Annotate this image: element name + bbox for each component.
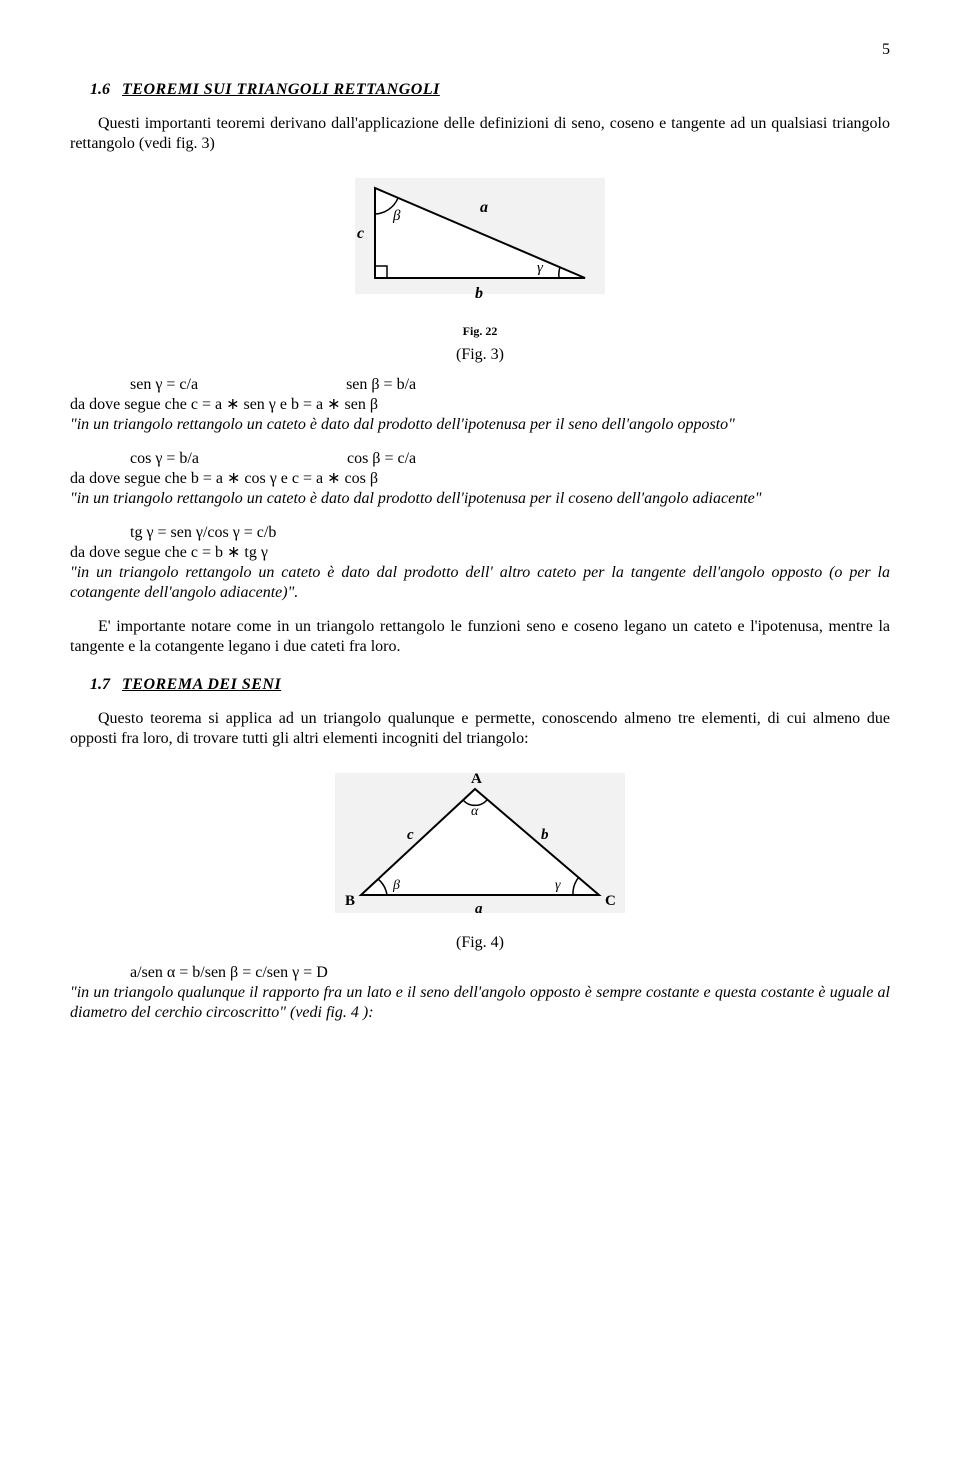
fig3-label-c: c <box>357 225 364 242</box>
section-1-6-header: 1.6 TEOREMI SUI TRIANGOLI RETTANGOLI <box>90 80 890 100</box>
cos-ratios: cos γ = b/a cos β = c/a <box>130 449 890 469</box>
section-1-6-number: 1.6 <box>90 81 110 98</box>
fig4-label-A: A <box>471 771 482 787</box>
fig4-label-alpha: α <box>471 804 479 819</box>
sin-ratios: sen γ = c/a sen β = b/a <box>130 375 890 395</box>
tan-ratio-1: tg γ = sen γ/cos γ = c/b <box>130 524 276 541</box>
fig4-label-gamma: γ <box>555 878 561 893</box>
tan-ratios: tg γ = sen γ/cos γ = c/b <box>130 523 890 543</box>
page-number: 5 <box>70 40 890 60</box>
figure-4-svg: A B C a b c α β γ <box>315 767 645 927</box>
figure-3: a b c β γ Fig. 22 <box>70 172 890 339</box>
section-1-6-title: TEOREMI SUI TRIANGOLI RETTANGOLI <box>122 81 440 98</box>
tan-derived: da dove segue che c = b ∗ tg γ <box>70 543 890 563</box>
fig3-label-b: b <box>475 285 483 302</box>
sin-ratio-2: sen β = b/a <box>346 376 416 393</box>
sines-quote: "in un triangolo qualunque il rapporto f… <box>70 983 890 1023</box>
figure-4: A B C a b c α β γ <box>70 767 890 927</box>
sines-formula: a/sen α = b/sen β = c/sen γ = D <box>130 963 890 983</box>
fig4-label-c: c <box>407 827 414 843</box>
sin-quote: "in un triangolo rettangolo un cateto è … <box>70 415 890 435</box>
fig3-label-a: a <box>480 199 488 216</box>
figure-4-caption: (Fig. 4) <box>70 933 890 953</box>
fig3-label-beta: β <box>392 208 401 224</box>
sin-ratio-1: sen γ = c/a <box>130 376 198 393</box>
section-1-6-note: E' importante notare come in un triangol… <box>70 617 890 657</box>
cos-derived: da dove segue che b = a ∗ cos γ e c = a … <box>70 469 890 489</box>
figure-3-svg: a b c β γ <box>325 172 635 322</box>
cos-ratio-2: cos β = c/a <box>347 450 416 467</box>
tan-quote: "in un triangolo rettangolo un cateto è … <box>70 563 890 603</box>
fig4-label-a: a <box>475 901 483 917</box>
figure-3-caption-small: Fig. 22 <box>70 324 890 339</box>
cos-ratio-1: cos γ = b/a <box>130 450 199 467</box>
sin-derived: da dove segue che c = a ∗ sen γ e b = a … <box>70 395 890 415</box>
section-1-7-header: 1.7 TEOREMA DEI SENI <box>90 675 890 695</box>
section-1-7-number: 1.7 <box>90 676 110 693</box>
fig4-label-B: B <box>345 893 355 909</box>
figure-3-caption: (Fig. 3) <box>70 345 890 365</box>
section-1-7-intro: Questo teorema si applica ad un triangol… <box>70 709 890 749</box>
fig4-label-beta: β <box>392 878 400 893</box>
fig4-label-C: C <box>605 893 616 909</box>
cos-quote: "in un triangolo rettangolo un cateto è … <box>70 489 890 509</box>
section-1-6-intro: Questi importanti teoremi derivano dall'… <box>70 114 890 154</box>
fig4-label-b: b <box>541 827 549 843</box>
section-1-7-title: TEOREMA DEI SENI <box>122 676 281 693</box>
